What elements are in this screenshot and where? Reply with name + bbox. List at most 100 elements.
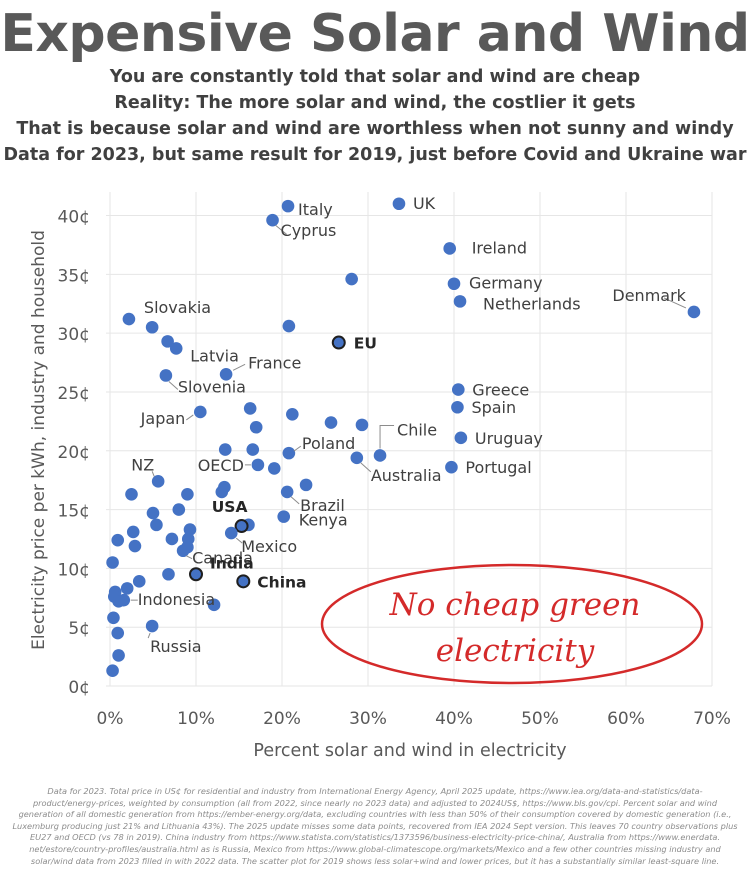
point-spain (451, 400, 464, 414)
chart-title: Expensive Solar and Wind (0, 4, 750, 64)
label-leader-line (663, 297, 687, 309)
data-point (355, 418, 369, 432)
point-italy (281, 199, 295, 213)
point-label-portugal: Portugal (465, 458, 531, 477)
subtitle-line-1: You are constantly told that solar and w… (109, 67, 641, 87)
point-label-eu: EU (354, 335, 377, 353)
point-germany (447, 277, 461, 291)
point-indonesia (117, 593, 131, 607)
x-tick-label: 30% (349, 709, 387, 729)
point-label-brazil: Brazil (300, 496, 345, 515)
data-points (106, 197, 701, 678)
data-point (126, 525, 140, 539)
point-australia (350, 451, 364, 465)
data-point (249, 420, 263, 434)
point-ireland (443, 242, 457, 255)
point-japan (194, 405, 207, 419)
data-point (243, 402, 257, 415)
point-india (189, 567, 203, 582)
point-russia (145, 619, 159, 633)
point-canada (176, 544, 190, 558)
point-label-kenya: Kenya (299, 511, 348, 530)
data-point (112, 649, 125, 662)
point-latvia (169, 342, 183, 355)
point-label-slovakia: Slovakia (144, 298, 211, 317)
data-point (324, 416, 338, 429)
point-uk (392, 197, 406, 211)
point-label-denmark: Denmark (612, 286, 686, 305)
annotation-text-line-2: electricity (436, 633, 595, 669)
data-point (150, 518, 163, 532)
data-point (111, 533, 125, 547)
point-label-uruguay: Uruguay (475, 429, 543, 448)
point-label-ireland: Ireland (472, 238, 527, 257)
point-label-germany: Germany (469, 274, 543, 293)
point-label-cyprus: Cyprus (281, 221, 337, 240)
point-label-netherlands: Netherlands (483, 294, 581, 313)
point-eu (331, 335, 346, 350)
data-point (172, 503, 186, 516)
y-tick-label: 35¢ (58, 266, 90, 286)
data-point (107, 611, 120, 625)
x-tick-label: 10% (177, 709, 215, 729)
point-label-usa: USA (212, 498, 248, 516)
footnote-line-7: solar/wind data from 2023 filled in with… (30, 855, 720, 866)
data-point (111, 626, 125, 640)
data-point (181, 487, 194, 501)
y-tick-label: 5¢ (68, 619, 90, 639)
data-point (106, 664, 119, 678)
point-label-canada: Canada (192, 549, 253, 568)
point-label-spain: Spain (471, 398, 516, 417)
data-point (162, 567, 175, 581)
data-point (246, 443, 260, 456)
x-tick-label: 40% (435, 709, 473, 729)
y-tick-label: 10¢ (58, 560, 90, 580)
data-point (215, 485, 229, 499)
footnote-line-3: generation of all domestic generation fr… (18, 809, 732, 820)
point-greece (452, 383, 465, 396)
subtitle-line-2: Reality: The more solar and wind, the co… (114, 93, 636, 113)
y-tick-label: 30¢ (58, 325, 90, 345)
point-poland (282, 446, 296, 460)
point-mexico (224, 526, 238, 540)
data-point (218, 443, 232, 456)
data-point (267, 462, 281, 475)
data-point (286, 408, 299, 421)
point-kenya (277, 510, 291, 523)
footnote-line-4: Luxemburg producing just 21% and Lithuan… (12, 820, 738, 831)
x-tick-label: 60% (607, 709, 645, 729)
label-leader-line (235, 537, 243, 544)
point-france (219, 368, 233, 381)
point-label-italy: Italy (298, 200, 333, 219)
point-portugal (445, 460, 458, 474)
point-oecd (251, 458, 265, 472)
grid-lines (106, 192, 713, 687)
label-leader-line (293, 445, 302, 452)
point-label-mexico: Mexico (241, 537, 297, 556)
axis-ticks: 0¢ 5¢ 10¢ 15¢ 20¢ 25¢ 30¢ 35¢ 40¢ 0% 10% 20% 30% 40% 5… (58, 208, 731, 729)
label-leader-line (168, 381, 179, 390)
footnote-line-6: net/estore/country-profiles/australia.ht… (29, 843, 721, 854)
footnote-line-1: Data for 2023. Total price in US¢ for re… (47, 786, 703, 796)
point-label-latvia: Latvia (190, 346, 239, 365)
point-label-india: India (210, 554, 254, 572)
annotation: No cheap green electricity (320, 563, 704, 685)
y-tick-label: 20¢ (58, 443, 90, 463)
annotation-text-line-1: No cheap green (389, 587, 641, 623)
label-leader-line (186, 414, 194, 421)
point-uruguay (454, 431, 468, 445)
x-tick-label: 20% (263, 709, 301, 729)
data-point (165, 532, 179, 546)
point-slovakia (122, 312, 136, 326)
label-leader-line (275, 224, 287, 235)
point-label-australia: Australia (371, 466, 442, 485)
point-slovenia (159, 369, 173, 382)
point-label-slovenia: Slovenia (178, 377, 246, 396)
data-point (282, 319, 296, 333)
y-tick-label: 25¢ (58, 384, 90, 404)
footnote: Data for 2023. Total price in US¢ for re… (10, 786, 740, 867)
data-point (125, 487, 138, 501)
data-point (145, 320, 159, 334)
x-tick-label: 70% (693, 709, 731, 729)
data-point (161, 335, 174, 348)
